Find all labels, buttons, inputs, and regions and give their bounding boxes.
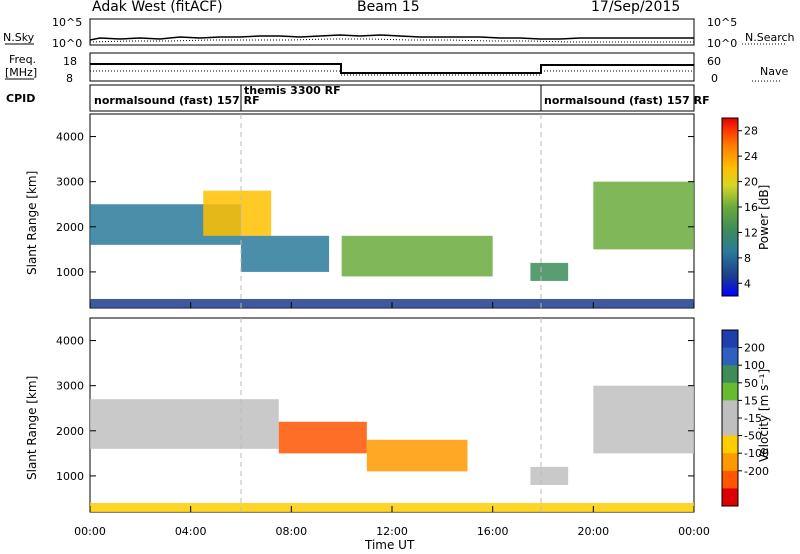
velocity-cb-segment (722, 418, 738, 437)
nsearch-label: N.Search (745, 31, 795, 44)
power-cb-tick-label: 24 (744, 150, 758, 163)
velocity-cb-segment (722, 488, 738, 507)
x-tick-label: 12:00 (376, 525, 408, 538)
x-tick-label: 00:00 (74, 525, 106, 538)
power-cb-tick-label: 16 (744, 201, 758, 214)
x-tick-label: 00:00 (678, 525, 710, 538)
velocity-cb-tick-label: -100 (744, 447, 769, 460)
beam-label: Beam 15 (357, 0, 420, 15)
nave-label: Nave (760, 65, 789, 78)
y-tick-label: 1000 (56, 266, 84, 279)
power-region (203, 190, 272, 236)
cpid-segment-2: themis 3300 RF (244, 84, 341, 97)
velocity-cb-tick-label: -15 (744, 412, 762, 425)
velocity-cb-segment (722, 453, 738, 472)
velocity-cb-tick-label: 100 (744, 359, 765, 372)
velocity-cb-tick-label: 200 (744, 342, 765, 355)
y-tick-label: 1000 (56, 470, 84, 483)
power-cb-tick-label: 4 (744, 277, 751, 290)
velocity-cb-tick-label: 50 (744, 377, 758, 390)
cpid-label: CPID (6, 92, 36, 105)
velocity-colorbar-label: Velocity [m s⁻¹] (757, 369, 771, 462)
velocity-cb-segment (722, 382, 738, 401)
power-region (530, 262, 569, 281)
x-axis: 00:00 04:00 08:00 12:00 16:00 20:00 00:00 (74, 302, 710, 538)
power-colorbar (721, 117, 739, 297)
freq-label: Freq. (9, 53, 37, 66)
y-tick-label: 4000 (56, 335, 84, 348)
nave-tick-top: 60 (707, 55, 721, 68)
velocity-region (530, 466, 569, 485)
velocity-cb-segment (722, 330, 738, 349)
velocity-region (90, 399, 279, 449)
ylabel-velocity: Slant Range [km] (25, 376, 39, 480)
y-axis-velocity: 1000 2000 3000 4000 (56, 335, 694, 483)
x-tick-label: 16:00 (477, 525, 509, 538)
velocity-cb-tick-label: -50 (744, 430, 762, 443)
nsky-panel-frame (89, 18, 695, 46)
velocity-region (593, 385, 694, 454)
cpid-segment-1: normalsound (fast) 157 RF (94, 94, 260, 107)
velocity-cb-tick-label: 15 (744, 394, 758, 407)
xlabel: Time UT (364, 538, 415, 552)
power-panel (89, 113, 695, 309)
power-cb-tick-label: 12 (744, 226, 758, 239)
nsearch-tick-top: 10^5 (707, 16, 738, 29)
nave-trace (90, 70, 694, 76)
nave-tick-bottom: 0 (711, 72, 718, 85)
cpid-panel-frame (89, 84, 695, 112)
velocity-colorbar (721, 329, 739, 507)
power-region (241, 235, 330, 272)
velocity-colorbar-ticks: 200 100 50 15 -15 -50 -100 -200 (738, 342, 769, 478)
x-tick-label: 04:00 (175, 525, 207, 538)
freq-tick-top: 18 (63, 55, 77, 68)
y-tick-label: 4000 (56, 131, 84, 144)
radar-title: Adak West (fitACF) (92, 0, 223, 15)
power-cb-tick-label: 8 (744, 252, 751, 265)
x-tick-label: 08:00 (275, 525, 307, 538)
velocity-cb-segment (722, 365, 738, 384)
nsky-tick-bottom: 10^0 (52, 37, 83, 50)
power-cb-tick-label: 28 (744, 125, 758, 138)
y-tick-label: 3000 (56, 380, 84, 393)
velocity-cb-segment (722, 347, 738, 366)
nsearch-trace (89, 38, 694, 43)
power-colorbar-label: Power [dB] (757, 185, 771, 250)
power-colorbar-ticks: 28 24 20 16 12 8 4 (738, 125, 758, 290)
power-region (341, 235, 493, 277)
velocity-panel (89, 317, 695, 513)
ylabel-power: Slant Range [km] (25, 171, 39, 275)
velocity-cb-segment (722, 435, 738, 454)
velocity-region (278, 421, 367, 454)
x-tick-label: 20:00 (577, 525, 609, 538)
y-tick-label: 3000 (56, 176, 84, 189)
cpid-segment-3: normalsound (fast) 157 RF (544, 94, 710, 107)
y-tick-label: 2000 (56, 221, 84, 234)
power-cb-tick-label: 20 (744, 176, 758, 189)
velocity-cb-segment (722, 400, 738, 419)
nsearch-tick-bottom: 10^0 (707, 37, 738, 50)
freq-tick-bottom: 8 (66, 72, 73, 85)
velocity-cb-tick-label: -200 (744, 465, 769, 478)
date-label: 17/Sep/2015 (591, 0, 681, 15)
nsky-label: N.Sky (3, 31, 35, 44)
freq-unit: [MHz] (5, 66, 38, 79)
y-tick-label: 2000 (56, 425, 84, 438)
velocity-cb-segment (722, 470, 738, 489)
nsky-trace (89, 34, 694, 41)
freq-trace (90, 63, 694, 74)
power-region (593, 181, 694, 250)
velocity-region (366, 439, 468, 472)
freq-panel-frame (89, 52, 695, 82)
nsky-tick-top: 10^5 (52, 16, 83, 29)
y-axis-power: 1000 2000 3000 4000 (56, 131, 694, 279)
